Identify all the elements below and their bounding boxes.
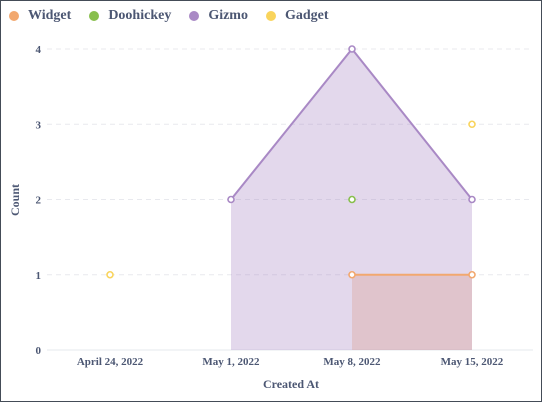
point-doohickey-may-8-2022[interactable] — [348, 195, 356, 204]
point-gadget-april-24-2022[interactable] — [106, 270, 114, 279]
point-gizmo-may-15-2022[interactable] — [468, 195, 476, 204]
point-widget-may-8-2022[interactable] — [348, 270, 356, 279]
y-tick-label-3: 3 — [36, 119, 42, 131]
point-widget-may-15-2022[interactable] — [468, 270, 476, 279]
legend-label-doohickey: Doohickey — [108, 8, 172, 23]
area-widget — [352, 274, 472, 350]
x-tick-label-may-8-2022: May 8, 2022 — [323, 356, 381, 368]
legend-item-gadget[interactable]: Gadget — [265, 8, 329, 24]
y-tick-label-0: 0 — [36, 345, 42, 357]
legend-item-gizmo[interactable]: Gizmo — [189, 8, 248, 24]
legend-label-gadget: Gadget — [284, 8, 329, 23]
x-tick-label-april-24-2022: April 24, 2022 — [77, 356, 144, 368]
legend-swatch-gizmo — [189, 11, 200, 21]
legend-label-widget: Widget — [28, 8, 72, 23]
legend-item-widget[interactable]: Widget — [9, 8, 71, 24]
y-tick-label-2: 2 — [36, 195, 42, 207]
x-axis-title: Created At — [263, 377, 319, 391]
x-tick-label-may-15-2022: May 15, 2022 — [441, 356, 504, 368]
point-gadget-may-15-2022[interactable] — [468, 120, 476, 129]
point-gizmo-may-1-2022[interactable] — [227, 195, 235, 204]
chart-legend: Widget Doohickey Gizmo Gadget — [9, 6, 329, 26]
legend-label-gizmo: Gizmo — [208, 8, 248, 23]
y-tick-label-1: 1 — [36, 270, 42, 282]
y-axis-title: Count — [8, 184, 22, 216]
legend-swatch-gadget — [265, 11, 276, 21]
point-gizmo-may-8-2022[interactable] — [348, 45, 356, 53]
legend-item-doohickey[interactable]: Doohickey — [89, 8, 171, 24]
x-tick-label-may-1-2022: May 1, 2022 — [202, 356, 260, 368]
legend-swatch-widget — [9, 11, 19, 21]
legend-swatch-doohickey — [89, 11, 100, 21]
y-tick-label-4: 4 — [36, 44, 42, 56]
